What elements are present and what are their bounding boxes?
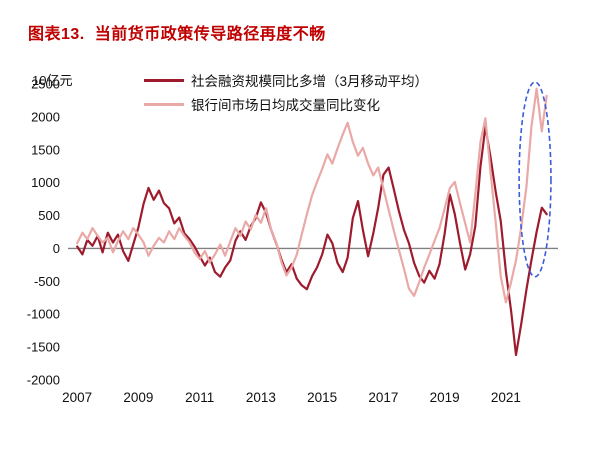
svg-text:0: 0 — [53, 241, 60, 256]
figure-title-text: 当前货币政策传导路径再度不畅 — [94, 26, 326, 43]
svg-text:-1000: -1000 — [27, 307, 60, 322]
legend-line-swatch-pink — [144, 102, 184, 106]
line-chart-canvas: 25002000150010005000-500-1000-1500-20002… — [27, 77, 558, 405]
svg-text:2017: 2017 — [368, 390, 398, 405]
chart-legend: 社会融资规模同比多增（3月移动平均） 银行间市场日均成交量同比变化 — [144, 68, 428, 116]
svg-text:2019: 2019 — [430, 390, 460, 405]
svg-text:1500: 1500 — [31, 142, 60, 157]
svg-text:-1500: -1500 — [27, 340, 60, 355]
line-chart: 10亿元 社会融资规模同比多增（3月移动平均） 银行间市场日均成交量同比变化 2… — [16, 68, 584, 412]
svg-text:2000: 2000 — [31, 109, 60, 124]
svg-text:-2000: -2000 — [27, 373, 60, 388]
figure-title: 图表13. 当前货币政策传导路径再度不畅 — [0, 0, 600, 44]
y-axis-unit-label: 10亿元 — [32, 73, 73, 88]
svg-text:-500: -500 — [34, 274, 60, 289]
svg-text:500: 500 — [38, 208, 60, 223]
legend-label-social-financing: 社会融资规模同比多增（3月移动平均） — [191, 74, 429, 89]
legend-label-interbank-volume: 银行间市场日均成交量同比变化 — [191, 98, 380, 113]
svg-text:1000: 1000 — [31, 175, 60, 190]
figure-number-label: 图表13. — [28, 26, 85, 43]
svg-text:2013: 2013 — [246, 390, 276, 405]
svg-text:2015: 2015 — [307, 390, 337, 405]
svg-text:2500: 2500 — [31, 77, 60, 92]
svg-text:2009: 2009 — [123, 390, 153, 405]
svg-text:2011: 2011 — [185, 390, 214, 405]
legend-line-swatch-dark-red — [144, 78, 184, 82]
svg-text:2021: 2021 — [491, 390, 521, 405]
legend-item-interbank-volume: 银行间市场日均成交量同比变化 — [144, 92, 428, 116]
legend-item-social-financing: 社会融资规模同比多增（3月移动平均） — [144, 68, 428, 92]
svg-text:2007: 2007 — [62, 390, 92, 405]
